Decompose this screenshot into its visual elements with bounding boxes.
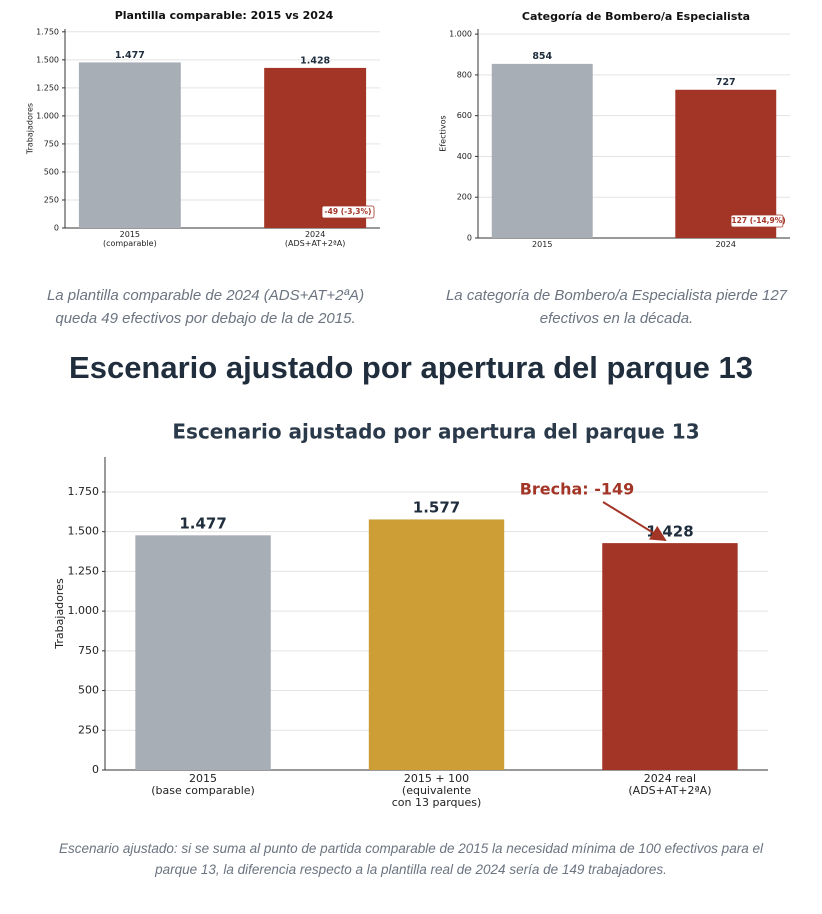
bar (264, 67, 367, 228)
y-tick-label: 250 (44, 195, 59, 204)
x-tick-label: 2015 (532, 240, 553, 249)
y-axis-label: Trabajadores (53, 578, 66, 650)
chart-title: Plantilla comparable: 2015 vs 2024 (115, 9, 334, 22)
caption: La plantilla comparable de 2024 (ADS+AT+… (46, 287, 365, 327)
y-tick-label: 0 (467, 234, 472, 243)
annotation: -127 (-14,9%) (728, 216, 785, 225)
y-tick-label: 750 (78, 644, 99, 657)
bar (602, 543, 738, 770)
y-tick-label: 600 (457, 111, 472, 120)
y-axis-label: Efectivos (439, 115, 448, 151)
value-label: 854 (532, 51, 552, 62)
y-tick-label: 0 (54, 224, 59, 233)
x-tick-label: 2015 (base comparable) (151, 772, 255, 798)
y-tick-label: 1.000 (68, 604, 100, 617)
heading: Escenario ajustado por apertura del parq… (69, 350, 753, 385)
y-tick-label: 1.750 (36, 27, 59, 36)
x-tick-label: 2024 real (ADS+AT+2ªA) (628, 772, 712, 798)
x-tick-label: 2024 (ADS+AT+2ªA) (284, 230, 346, 248)
bar (368, 519, 505, 770)
value-label: 727 (716, 77, 736, 88)
y-tick-label: 1.500 (36, 55, 59, 64)
y-tick-label: 0 (92, 763, 99, 776)
y-tick-label: 1.000 (449, 30, 472, 39)
y-tick-label: 400 (457, 152, 472, 161)
y-tick-label: 200 (457, 193, 472, 202)
y-tick-label: 1.000 (36, 111, 59, 120)
annotation: -49 (-3,3%) (325, 207, 372, 216)
x-tick-label: 2024 (715, 240, 736, 249)
y-tick-label: 750 (44, 139, 59, 148)
y-tick-label: 800 (457, 70, 472, 79)
y-tick-label: 1.250 (36, 83, 59, 92)
y-tick-label: 250 (78, 723, 99, 736)
annotation-box (321, 205, 375, 219)
value-label: 1.477 (179, 515, 226, 533)
bar (491, 63, 593, 239)
annotation: Brecha: -149 (520, 480, 635, 499)
y-tick-label: 1.250 (68, 564, 100, 577)
footnote: Escenario ajustado: si se suma al punto … (59, 841, 763, 877)
bar (135, 535, 271, 770)
x-tick-label: 2015 (comparable) (102, 230, 157, 248)
annotation-arrow (602, 501, 667, 542)
value-label: 1.477 (115, 50, 145, 61)
bar (78, 62, 181, 228)
x-tick-label: 2015 + 100 (equivalente con 13 parques) (391, 772, 482, 810)
annotation-box (730, 214, 784, 228)
y-axis-label: Trabajadores (26, 103, 35, 155)
bar (675, 89, 777, 238)
value-label: 1.428 (646, 522, 693, 540)
y-tick-label: 1.500 (68, 525, 100, 538)
value-label: 1.577 (413, 499, 460, 517)
caption: La categoría de Bombero/a Especialista p… (445, 287, 788, 327)
chart-title: Categoría de Bombero/a Especialista (522, 10, 750, 23)
y-tick-label: 500 (78, 684, 99, 697)
value-label: 1.428 (300, 55, 330, 66)
y-tick-label: 1.750 (68, 485, 100, 498)
chart-title: Escenario ajustado por apertura del parq… (172, 420, 699, 444)
y-tick-label: 500 (44, 167, 59, 176)
